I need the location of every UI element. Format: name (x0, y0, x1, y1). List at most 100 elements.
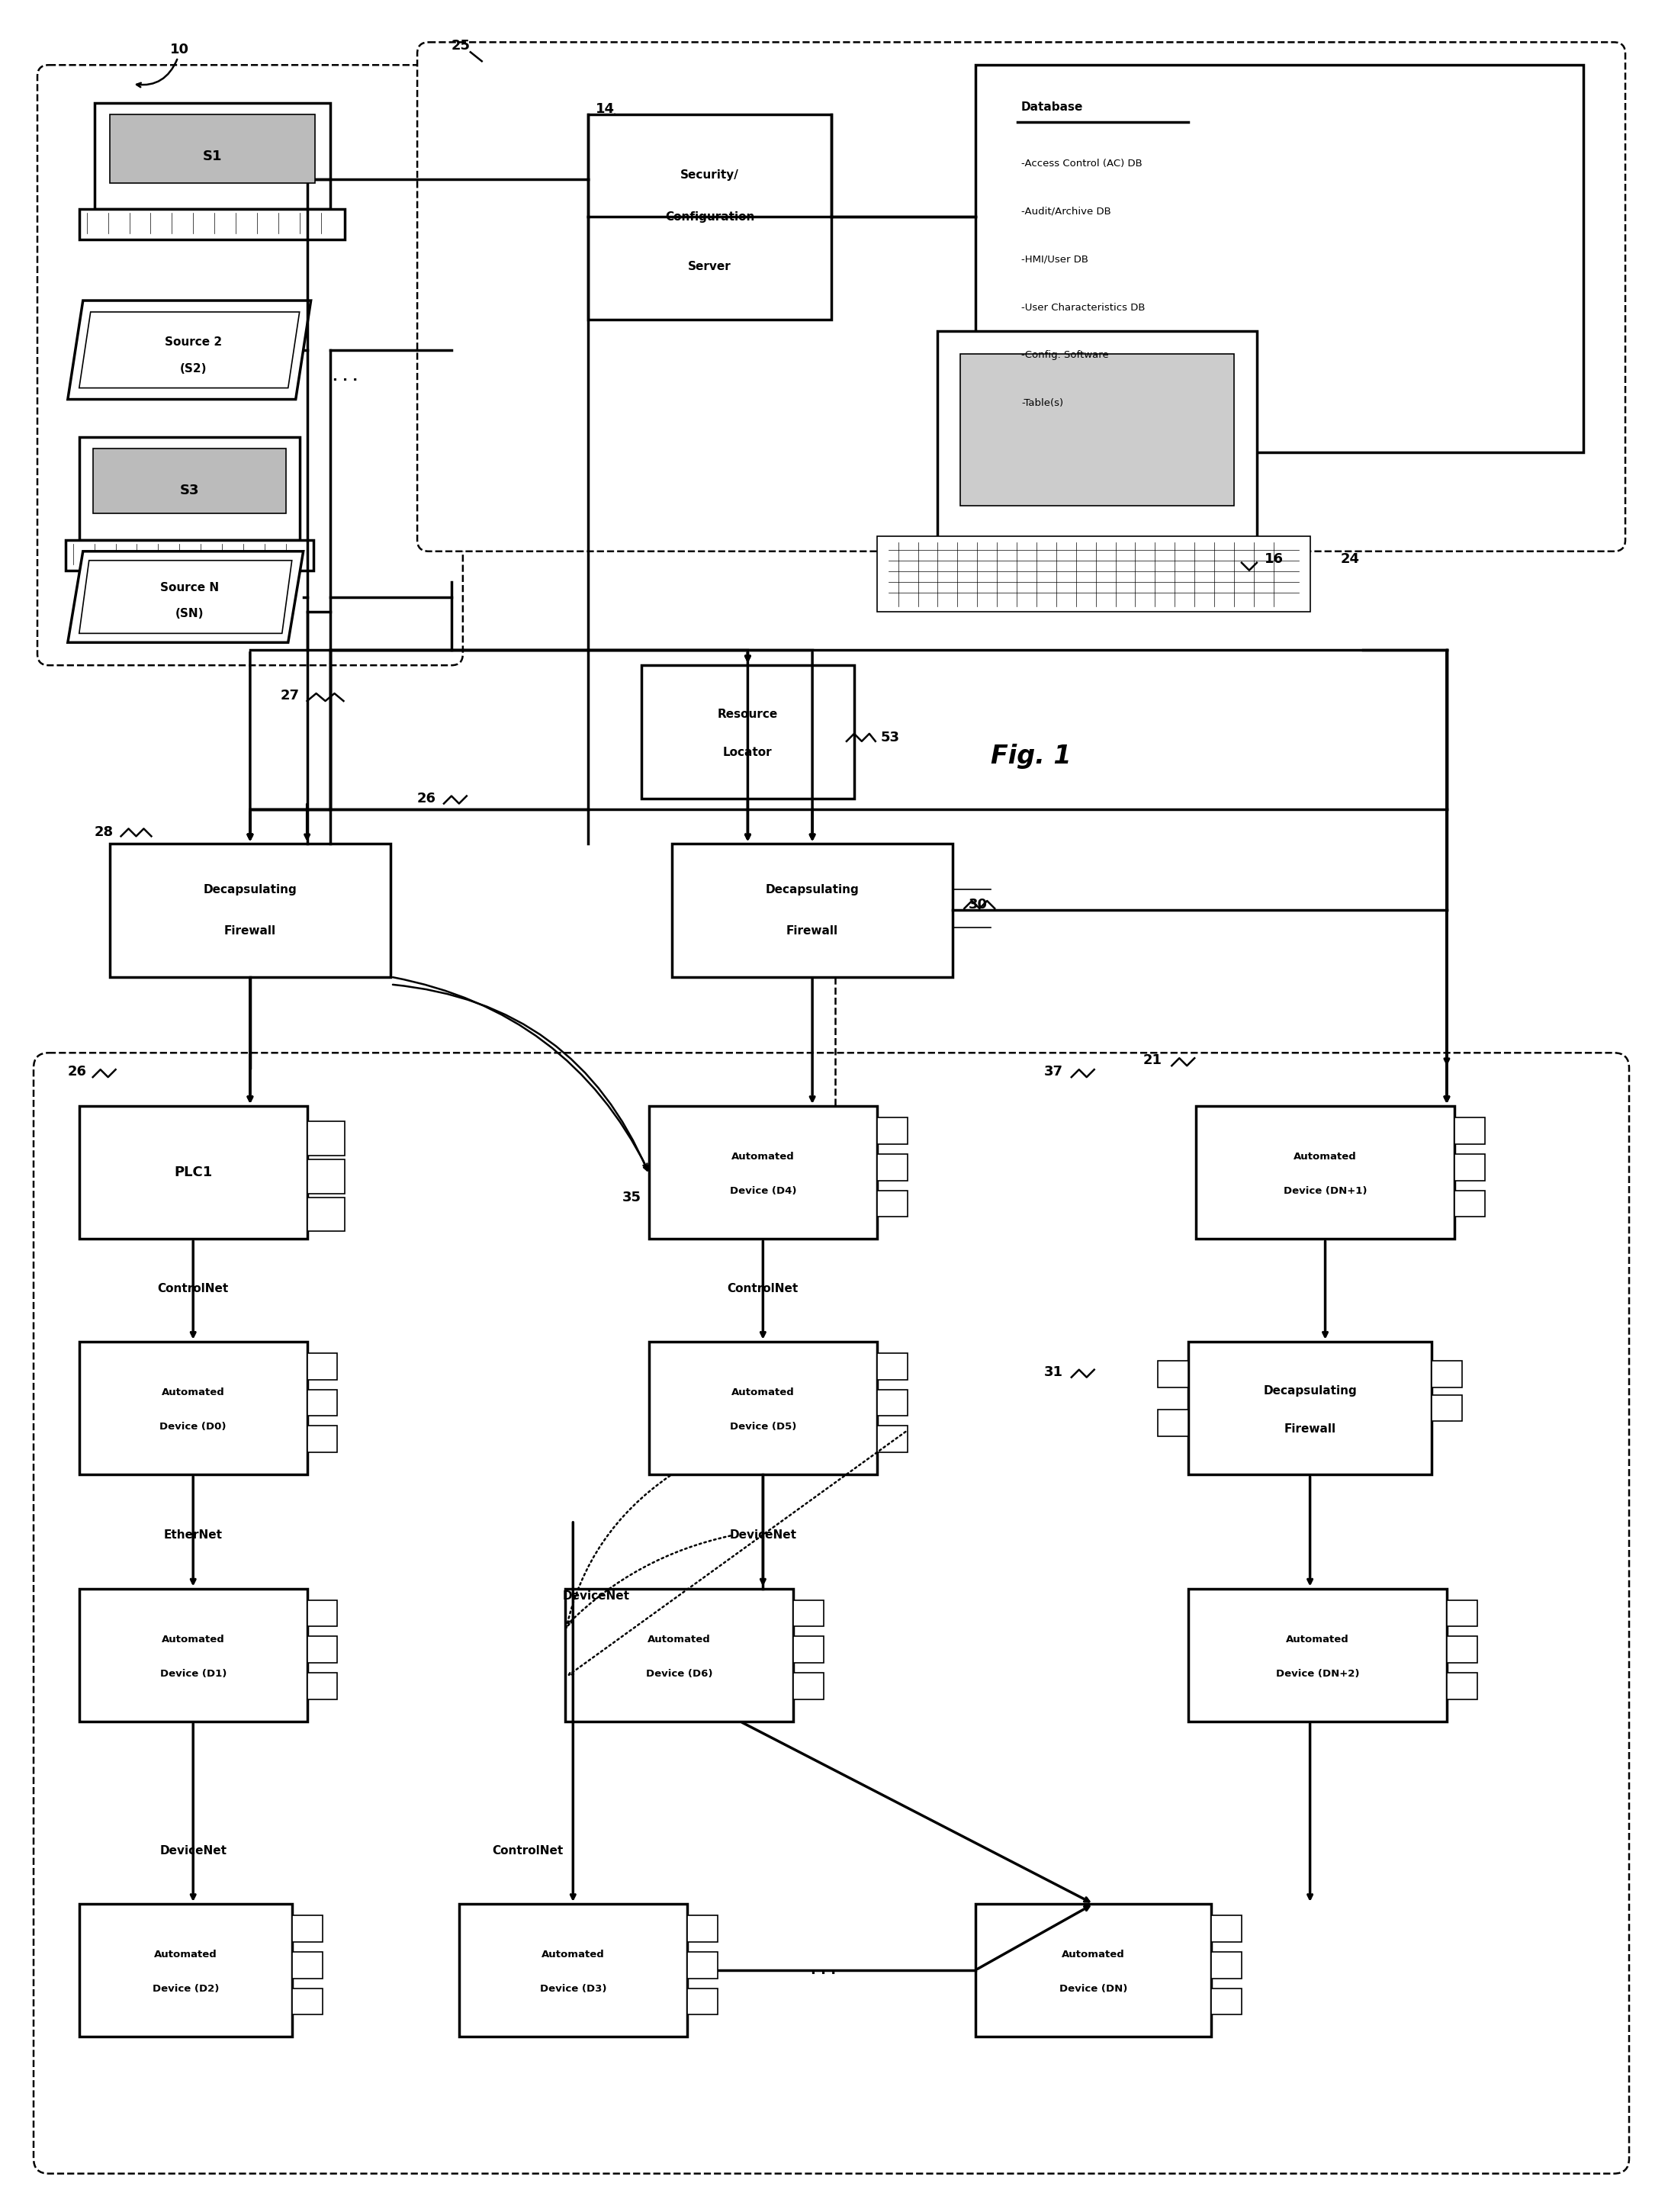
Bar (78, 1905, 292, 2037)
Bar (877, 1427, 907, 1453)
Bar (93, 449, 285, 513)
Bar (976, 1905, 1211, 2037)
Text: Automated: Automated (731, 1152, 794, 1161)
Text: -Config. Software: -Config. Software (1021, 349, 1109, 361)
Text: Device (D1): Device (D1) (160, 1668, 227, 1679)
Text: -Access Control (AC) DB: -Access Control (AC) DB (1021, 159, 1143, 168)
Bar (1446, 1599, 1478, 1626)
Text: DeviceNet: DeviceNet (729, 1528, 797, 1542)
Text: (S2): (S2) (180, 363, 207, 374)
Bar (307, 1159, 345, 1194)
Text: Source N: Source N (160, 582, 219, 593)
Bar (877, 1354, 907, 1380)
Text: Configuration: Configuration (666, 212, 754, 223)
Text: -Audit/Archive DB: -Audit/Archive DB (1021, 206, 1111, 217)
Text: 30: 30 (967, 898, 987, 911)
Bar (687, 1916, 717, 1942)
FancyBboxPatch shape (37, 64, 462, 666)
Text: 28: 28 (95, 825, 113, 838)
Text: Security/: Security/ (681, 170, 739, 181)
Bar (65, 540, 314, 571)
Text: ControlNet: ControlNet (727, 1283, 799, 1294)
Bar (877, 1389, 907, 1416)
Text: 10: 10 (170, 42, 190, 58)
Text: Device (D6): Device (D6) (646, 1668, 712, 1679)
Bar (95, 104, 330, 210)
Bar (589, 115, 831, 319)
Text: Firewall: Firewall (786, 925, 839, 938)
FancyBboxPatch shape (417, 42, 1625, 551)
Text: Firewall: Firewall (224, 925, 277, 938)
Bar (1211, 1916, 1241, 1942)
Polygon shape (78, 560, 292, 633)
Bar (1454, 1155, 1485, 1181)
Text: S3: S3 (180, 484, 198, 498)
Bar (1188, 1588, 1446, 1721)
Text: Automated: Automated (153, 1949, 217, 1960)
Text: Automated: Automated (542, 1949, 604, 1960)
Bar (937, 332, 1256, 544)
Bar (110, 843, 390, 978)
Text: 16: 16 (1264, 553, 1283, 566)
Text: Automated: Automated (647, 1635, 711, 1644)
Text: 26: 26 (68, 1064, 87, 1079)
Bar (292, 1951, 322, 1978)
Bar (307, 1427, 337, 1453)
Text: (SN): (SN) (175, 608, 203, 619)
Text: . . .: . . . (811, 1962, 836, 1978)
Bar (307, 1599, 337, 1626)
Bar (1454, 1117, 1485, 1144)
Bar (1211, 1989, 1241, 2015)
Bar (78, 438, 300, 540)
Bar (292, 1989, 322, 2015)
Bar (292, 1916, 322, 1942)
Text: Automated: Automated (1294, 1152, 1356, 1161)
Bar (1454, 1190, 1485, 1217)
Text: 27: 27 (280, 688, 300, 703)
Text: Decapsulating: Decapsulating (1263, 1385, 1356, 1396)
Bar (565, 1588, 794, 1721)
Bar (794, 1672, 824, 1699)
Bar (307, 1672, 337, 1699)
Text: Source 2: Source 2 (165, 336, 222, 347)
Bar (307, 1121, 345, 1155)
Bar (1211, 1951, 1241, 1978)
Text: EtherNet: EtherNet (163, 1528, 222, 1542)
Text: S1: S1 (202, 150, 222, 164)
Text: -Table(s): -Table(s) (1021, 398, 1063, 407)
Text: 35: 35 (622, 1190, 642, 1203)
Bar (649, 1340, 877, 1475)
Bar (1446, 1672, 1478, 1699)
Bar (877, 535, 1309, 613)
Text: 21: 21 (1143, 1053, 1163, 1066)
Text: Device (DN+1): Device (DN+1) (1283, 1186, 1368, 1197)
Text: PLC1: PLC1 (173, 1166, 212, 1179)
Bar (307, 1389, 337, 1416)
Bar (687, 1989, 717, 2015)
Bar (1196, 1106, 1454, 1239)
Bar (672, 843, 952, 978)
Bar (110, 115, 315, 184)
Bar (976, 64, 1583, 453)
Bar (307, 1197, 345, 1232)
Bar (1158, 1409, 1188, 1436)
Text: DeviceNet: DeviceNet (562, 1590, 629, 1601)
Bar (1158, 1360, 1188, 1387)
Bar (307, 1354, 337, 1380)
Text: Locator: Locator (724, 748, 772, 759)
Text: 31: 31 (1044, 1365, 1063, 1378)
Text: Automated: Automated (162, 1635, 225, 1644)
Bar (1431, 1396, 1461, 1422)
Text: Database: Database (1021, 102, 1083, 113)
Text: 14: 14 (595, 102, 615, 115)
Text: ControlNet: ControlNet (492, 1845, 564, 1856)
Text: 24: 24 (1341, 553, 1359, 566)
Bar (649, 1106, 877, 1239)
Text: Device (D2): Device (D2) (152, 1984, 219, 1993)
Text: DeviceNet: DeviceNet (160, 1845, 227, 1856)
Bar (794, 1599, 824, 1626)
Bar (877, 1190, 907, 1217)
Text: Device (D5): Device (D5) (729, 1422, 796, 1431)
Bar (78, 1588, 307, 1721)
Bar (1431, 1360, 1461, 1387)
